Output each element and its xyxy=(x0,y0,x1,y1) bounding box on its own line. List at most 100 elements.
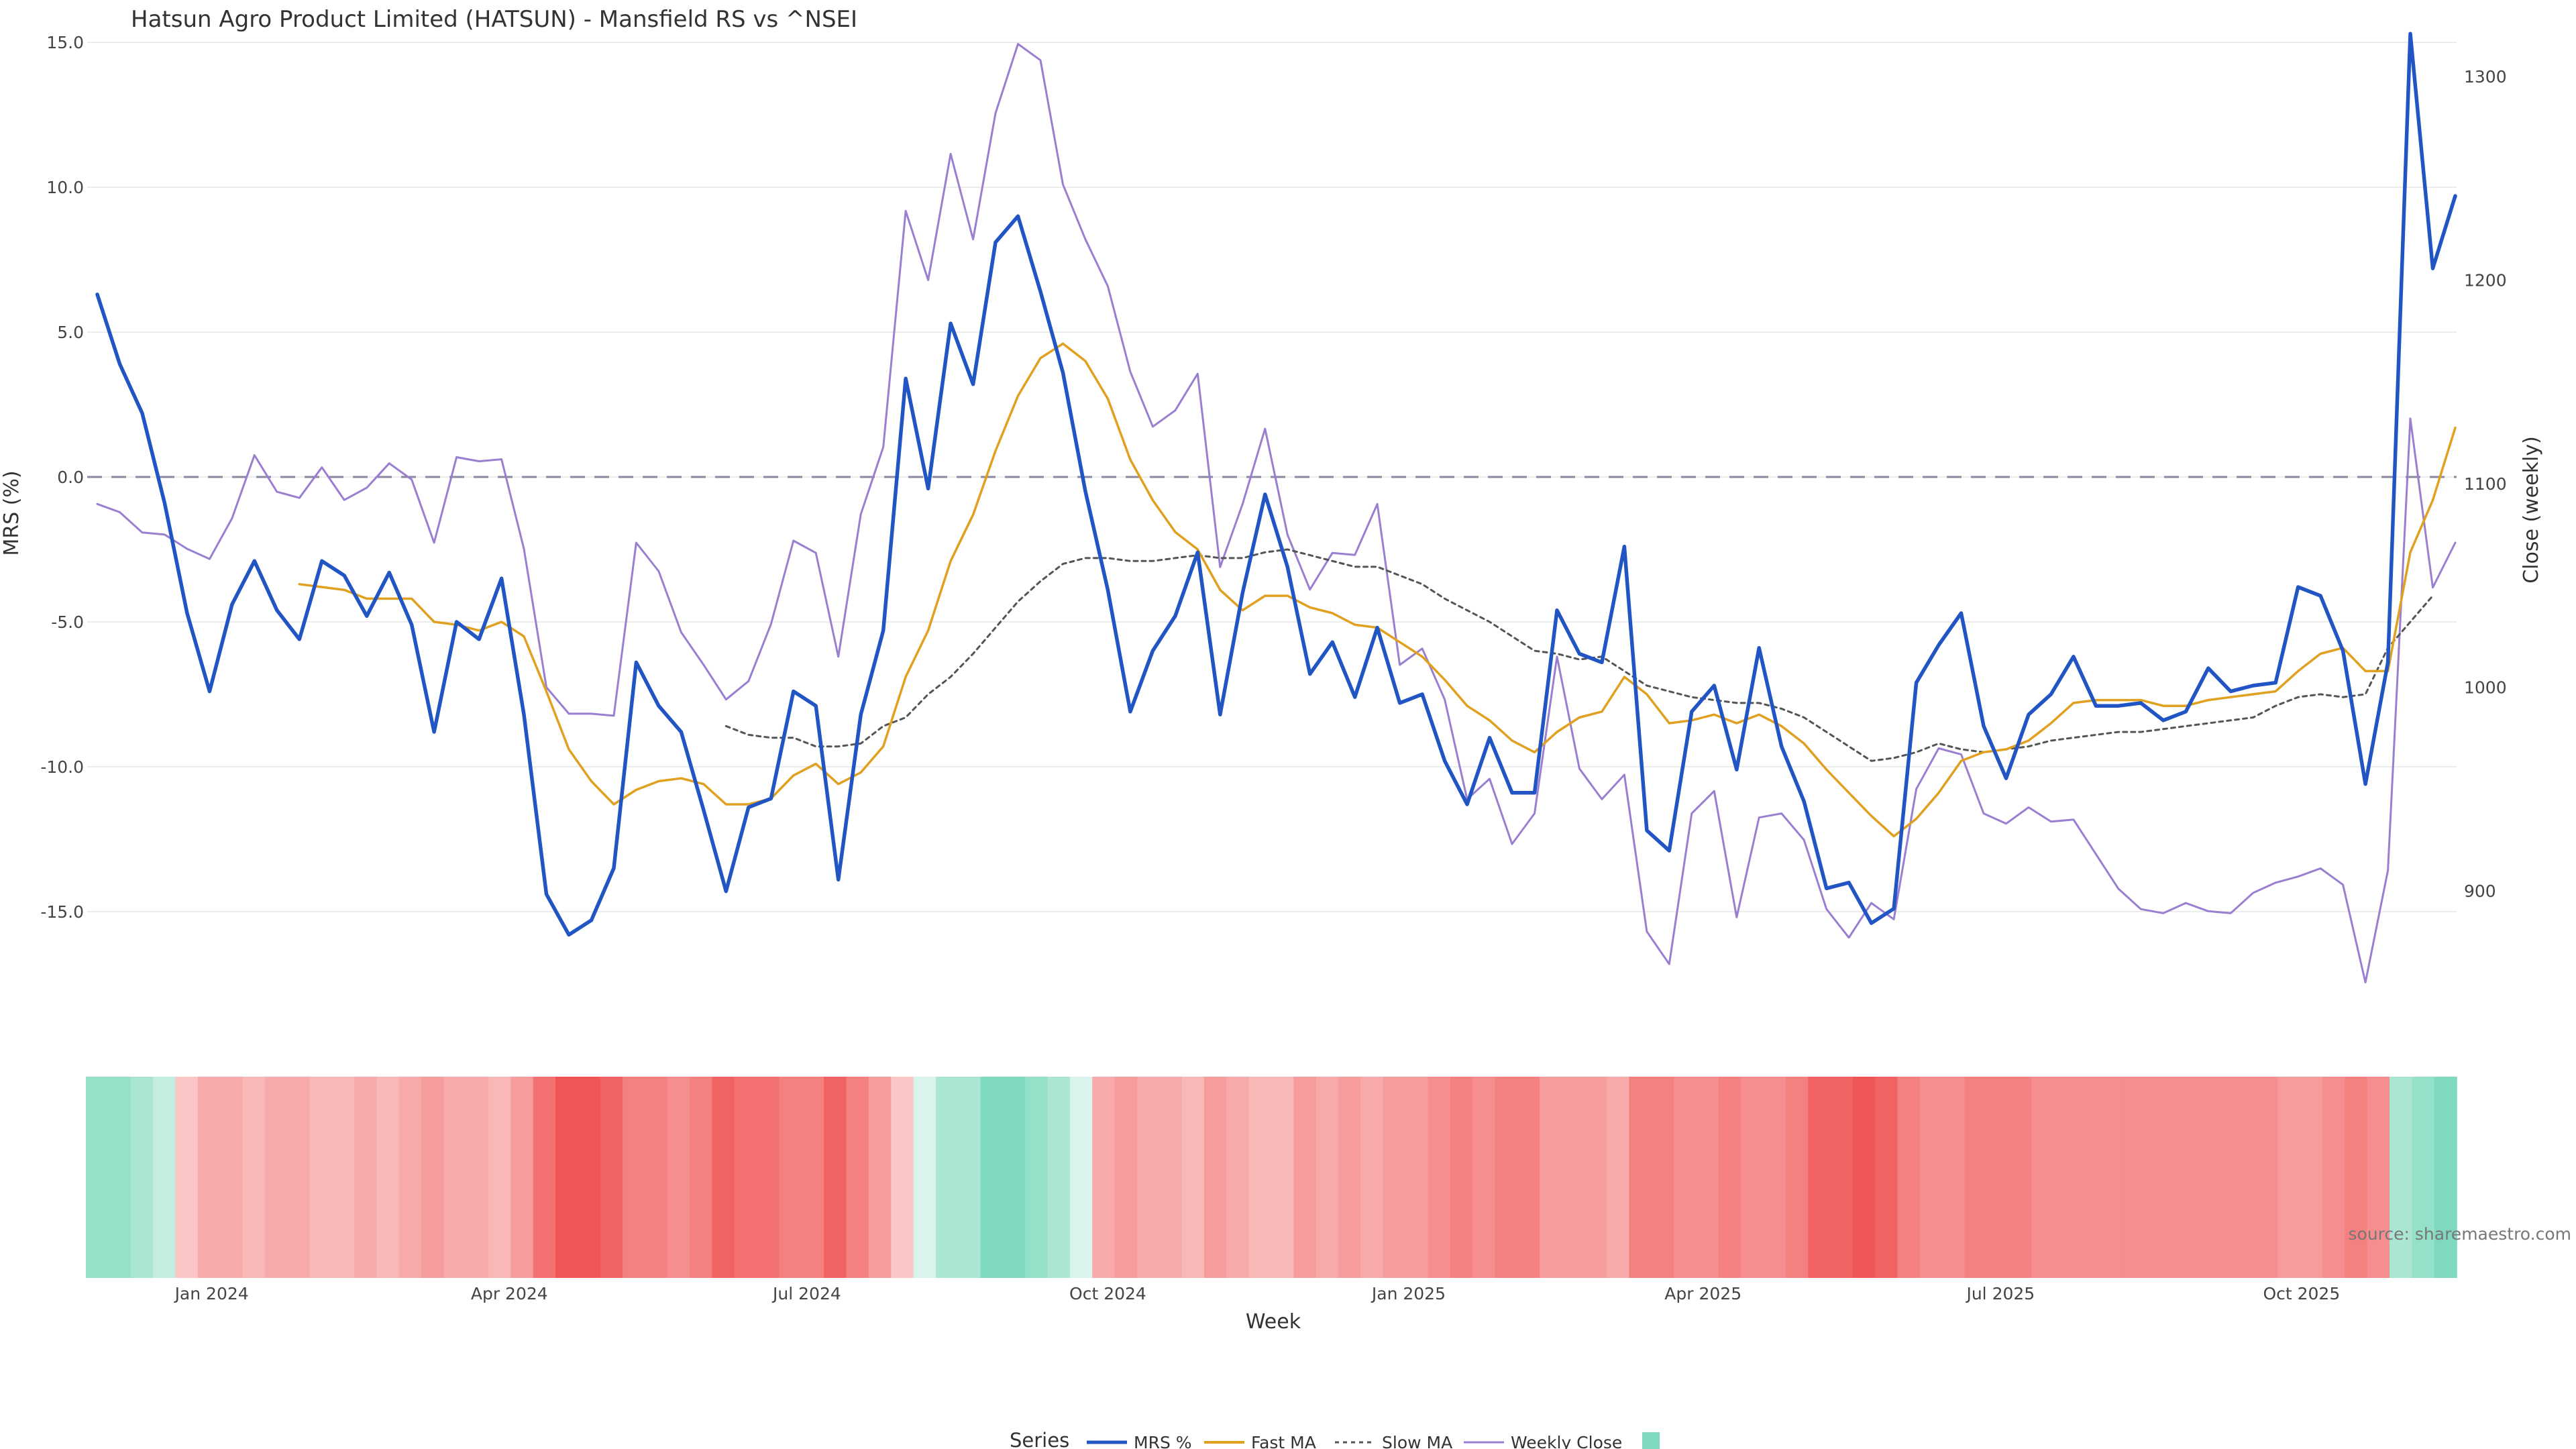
x-tick-label: Apr 2025 xyxy=(1664,1284,1741,1303)
legend-fast-ma-label: Fast MA xyxy=(1251,1433,1316,1449)
x-tick-label: Jan 2025 xyxy=(1371,1284,1446,1303)
heatmap-cell xyxy=(2121,1077,2145,1278)
heatmap-cell xyxy=(1316,1077,1339,1278)
y2-tick-label: 1000 xyxy=(2464,678,2507,697)
heatmap-cell xyxy=(1651,1077,1674,1278)
heatmap-cell xyxy=(108,1077,131,1278)
series-lines xyxy=(95,32,2457,983)
heatmap-cell xyxy=(1136,1077,1161,1278)
heatmap-cell xyxy=(2322,1077,2346,1278)
heatmap-cell xyxy=(2412,1077,2435,1278)
heatmap-cell xyxy=(1808,1077,1831,1278)
heatmap-cell xyxy=(398,1077,422,1278)
heatmap-cell xyxy=(1181,1077,1205,1278)
heatmap-cell xyxy=(1830,1077,1854,1278)
heatmap-cell xyxy=(1002,1077,1026,1278)
heatmap-cell xyxy=(1897,1077,1921,1278)
heatmap-cell xyxy=(1025,1077,1049,1278)
heatmap-cell xyxy=(734,1077,757,1278)
heatmap-cell xyxy=(645,1077,668,1278)
y-tick-label: 15.0 xyxy=(46,33,84,52)
heatmap-cell xyxy=(130,1077,154,1278)
heatmap-cell xyxy=(1226,1077,1250,1278)
heatmap-cell xyxy=(443,1077,467,1278)
series-fast-ma-line xyxy=(298,342,2457,838)
heatmap-cell xyxy=(1203,1077,1228,1278)
legend-mrs-label: MRS % xyxy=(1134,1433,1192,1449)
heatmap-cell xyxy=(578,1077,601,1278)
heatmap-cell xyxy=(1159,1077,1183,1278)
heatmap-cell xyxy=(2389,1077,2413,1278)
heatmap-cell xyxy=(980,1077,1004,1278)
y-tick-label: -15.0 xyxy=(40,902,84,922)
legend: Series MRS % Fast MA Slow MA Weekly Clos… xyxy=(1010,1429,1660,1449)
heatmap-cell xyxy=(757,1077,780,1278)
heatmap-cell xyxy=(1785,1077,1809,1278)
legend-slow-ma-label: Slow MA xyxy=(1382,1433,1452,1449)
heatmap-cell xyxy=(2098,1077,2122,1278)
heatmap-cell xyxy=(913,1077,936,1278)
heatmap-cell xyxy=(1472,1077,1496,1278)
heatmap-cell xyxy=(309,1077,333,1278)
heatmap-cell xyxy=(2345,1077,2368,1278)
heatmap-cell xyxy=(1629,1077,1652,1278)
heatmap-cell xyxy=(935,1077,959,1278)
heatmap-cell xyxy=(846,1077,869,1278)
heatmap-cell xyxy=(1092,1077,1116,1278)
heatmap-cell xyxy=(2233,1077,2256,1278)
heatmap-cell xyxy=(220,1077,244,1278)
heatmap-cell xyxy=(1584,1077,1607,1278)
legend-heatmap-swatch xyxy=(1642,1432,1660,1449)
y2-tick-label: 1100 xyxy=(2464,474,2507,494)
y2-tick-label: 1300 xyxy=(2464,67,2507,87)
heatmap-cell xyxy=(264,1077,288,1278)
heatmap-cell xyxy=(2300,1077,2323,1278)
y2-tick-label: 1200 xyxy=(2464,271,2507,290)
heatmap-cell xyxy=(197,1077,221,1278)
heatmap-cell xyxy=(466,1077,489,1278)
heatmap-cell xyxy=(600,1077,623,1278)
heatmap-cell xyxy=(511,1077,534,1278)
heatmap-cell xyxy=(1674,1077,1697,1278)
y-tick-label: 0.0 xyxy=(57,468,84,487)
heatmap-cell xyxy=(1360,1077,1384,1278)
heatmap-cell xyxy=(1919,1077,1943,1278)
heatmap-cell xyxy=(667,1077,690,1278)
heatmap-cell xyxy=(801,1077,825,1278)
heatmap-cell xyxy=(1428,1077,1451,1278)
y-tick-label: -10.0 xyxy=(40,757,84,777)
x-tick-label: Oct 2024 xyxy=(1069,1284,1146,1303)
heatmap-cell xyxy=(1450,1077,1473,1278)
heatmap-cell xyxy=(1942,1077,1966,1278)
heatmap-cell xyxy=(2053,1077,2078,1278)
heatmap-cell xyxy=(1741,1077,1764,1278)
heatmap-cell xyxy=(958,1077,981,1278)
heatmap-cell xyxy=(1964,1077,1988,1278)
x-axis-ticks: Jan 2024 Apr 2024 Jul 2024 Oct 2024 Jan 2025… xyxy=(174,1284,2341,1303)
heatmap-cell xyxy=(1607,1077,1630,1278)
y-axis-ticks: 15.0 10.0 5.0 0.0 -5.0 -10.0 -15.0 xyxy=(40,33,84,922)
heatmap-cell xyxy=(2076,1077,2100,1278)
y-tick-label: -5.0 xyxy=(51,612,84,632)
heatmap-cell xyxy=(1047,1077,1071,1278)
heatmap-cell xyxy=(1271,1077,1295,1278)
heatmap-cell xyxy=(555,1077,579,1278)
heatmap-cell xyxy=(824,1077,847,1278)
legend-weekly-close-label: Weekly Close xyxy=(1511,1433,1622,1449)
heatmap-cell xyxy=(779,1077,802,1278)
x-tick-label: Jan 2024 xyxy=(174,1284,249,1303)
heatmap-cell xyxy=(1852,1077,1876,1278)
heatmap-cell xyxy=(1293,1077,1317,1278)
y2-axis-title: Close (weekly) xyxy=(2520,436,2543,584)
chart-title: Hatsun Agro Product Limited (HATSUN) - M… xyxy=(131,6,857,33)
heatmap-cell xyxy=(488,1077,512,1278)
series-slow-ma-line xyxy=(724,548,2434,762)
y-tick-label: 5.0 xyxy=(57,323,84,342)
heatmap-cell xyxy=(331,1077,355,1278)
heatmap-cell xyxy=(153,1077,176,1278)
source-credit: source: sharemaestro.com xyxy=(2349,1224,2572,1244)
heatmap-cell xyxy=(1763,1077,1786,1278)
heatmap-cell xyxy=(1405,1077,1429,1278)
heatmap-cell xyxy=(891,1077,914,1278)
